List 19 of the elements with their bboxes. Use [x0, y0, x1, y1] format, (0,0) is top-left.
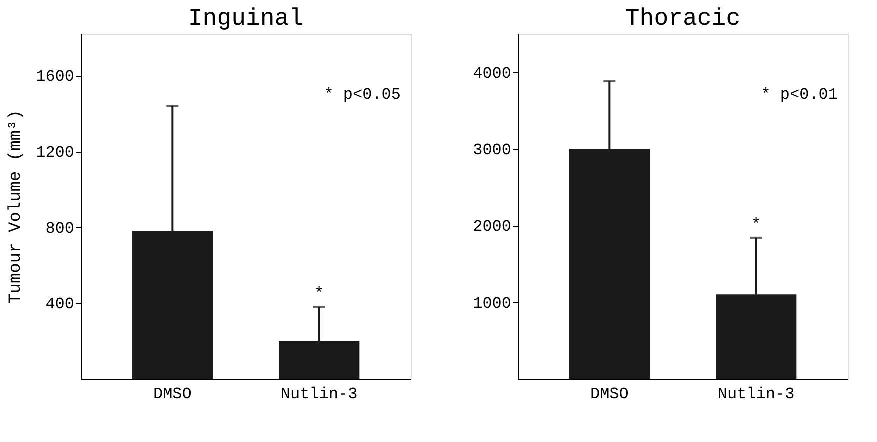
y-axis-title: Tumour Volume (mm³): [7, 110, 26, 304]
y-tick-label: 800: [46, 220, 74, 238]
y-tick-label: 1600: [36, 68, 74, 86]
annotation: *: [314, 284, 324, 303]
chart-title: Thoracic: [625, 6, 741, 33]
annotation: * p<0.01: [761, 86, 838, 104]
x-tick-label: Nutlin-3: [718, 386, 795, 404]
annotation: * p<0.05: [324, 86, 401, 104]
y-tick-label: 1200: [36, 144, 74, 162]
y-tick-label: 2000: [473, 218, 512, 236]
x-tick-label: DMSO: [590, 386, 629, 404]
y-tick-label: 4000: [473, 64, 512, 83]
y-tick-label: 400: [46, 296, 74, 314]
annotation: *: [752, 216, 762, 234]
x-tick-label: DMSO: [153, 386, 192, 404]
y-tick-label: 3000: [473, 142, 512, 160]
x-tick-label: Nutlin-3: [280, 386, 358, 404]
chart-title: Inguinal: [188, 6, 304, 33]
y-tick-label: 1000: [473, 294, 512, 313]
